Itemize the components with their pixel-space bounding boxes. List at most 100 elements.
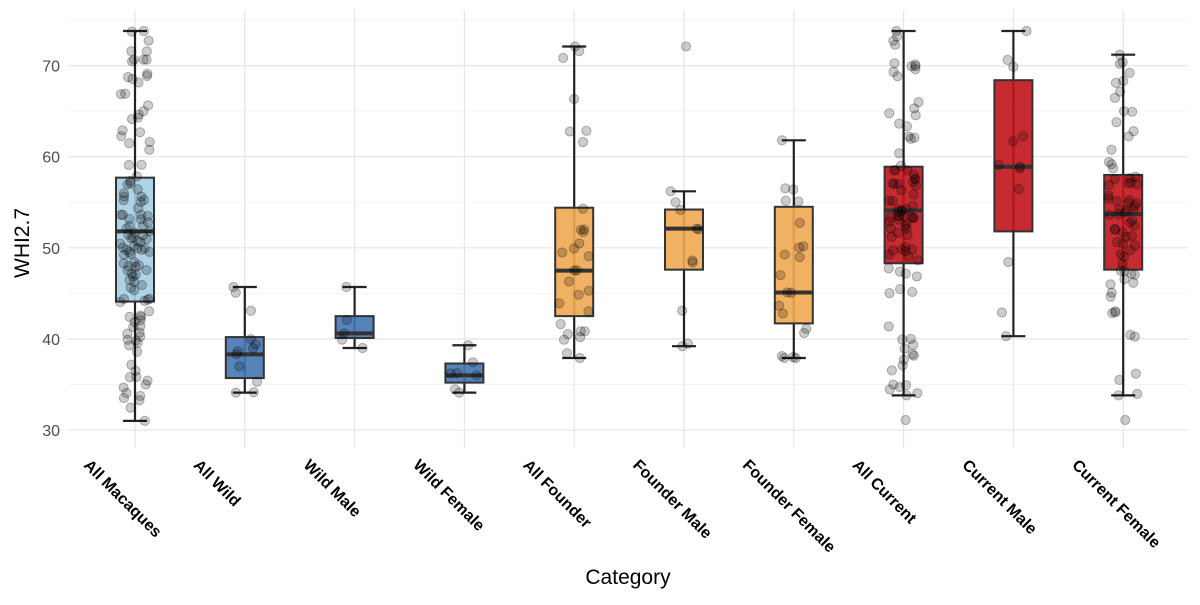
data-point — [116, 131, 127, 142]
data-point — [912, 388, 923, 399]
data-point — [665, 186, 676, 197]
data-point — [1117, 258, 1128, 269]
data-point — [141, 264, 152, 276]
data-point — [583, 306, 594, 317]
data-point — [471, 370, 482, 381]
data-point — [139, 415, 150, 426]
data-point — [126, 46, 137, 57]
data-point — [886, 231, 897, 242]
box-group — [115, 29, 155, 422]
x-tick-label: Current Male — [959, 457, 1040, 538]
data-point — [136, 159, 147, 170]
y-tick-label: 70 — [42, 59, 60, 76]
data-point — [687, 255, 698, 266]
data-point — [893, 118, 905, 129]
data-point — [126, 359, 137, 370]
data-point — [117, 209, 128, 220]
data-point — [801, 323, 812, 334]
data-point — [890, 39, 901, 50]
data-point — [138, 54, 149, 65]
data-point — [900, 241, 911, 253]
data-point — [339, 328, 350, 339]
y-axis-ticks: 30 40 50 60 70 — [42, 59, 60, 440]
data-point — [142, 210, 153, 222]
data-point — [1122, 197, 1134, 208]
data-point — [1111, 195, 1122, 207]
data-point — [896, 205, 907, 216]
data-point — [122, 265, 133, 276]
data-point — [557, 247, 568, 258]
data-point — [777, 308, 788, 319]
data-point — [896, 244, 908, 255]
data-point — [1013, 184, 1024, 195]
box-group — [444, 344, 485, 394]
y-tick-label: 40 — [42, 332, 60, 349]
data-point — [893, 214, 904, 225]
data-point — [687, 257, 698, 268]
data-point — [144, 246, 155, 258]
data-point — [127, 232, 139, 243]
data-point — [230, 287, 241, 298]
box-group — [883, 29, 924, 397]
data-point — [118, 249, 130, 260]
data-point — [908, 339, 919, 350]
data-point — [1119, 265, 1130, 277]
data-point — [131, 371, 142, 383]
data-point — [782, 287, 793, 298]
data-point — [341, 281, 352, 293]
data-point — [135, 196, 146, 208]
box-iqr — [554, 206, 595, 318]
data-point — [131, 171, 142, 182]
data-point — [144, 136, 155, 148]
data-point — [900, 220, 911, 231]
data-point — [892, 227, 903, 238]
data-point — [887, 178, 898, 189]
data-point — [125, 233, 137, 244]
data-point — [900, 246, 911, 257]
data-point — [575, 326, 586, 337]
box-group — [334, 285, 375, 350]
data-point — [115, 296, 126, 308]
data-point — [117, 242, 129, 253]
data-point — [1001, 331, 1012, 342]
x-tick-label: All Current — [849, 457, 920, 528]
x-tick-label: All Founder — [519, 457, 594, 532]
data-point — [1105, 279, 1116, 290]
data-point — [133, 109, 144, 120]
data-point — [577, 137, 589, 148]
x-tick-label: Wild Male — [300, 457, 364, 521]
data-point — [774, 300, 785, 311]
data-point — [1109, 174, 1120, 185]
box-iqr — [224, 336, 265, 380]
data-point — [142, 294, 154, 305]
data-point — [128, 54, 140, 65]
data-point — [888, 379, 899, 390]
x-tick-label: Wild Female — [410, 457, 488, 535]
data-point — [1104, 209, 1115, 220]
data-point — [135, 331, 146, 342]
data-point — [786, 287, 797, 298]
data-point — [1109, 223, 1121, 235]
data-point — [776, 135, 788, 146]
data-point — [144, 226, 156, 237]
data-point — [693, 224, 704, 235]
data-point — [1114, 204, 1125, 215]
data-point — [136, 244, 147, 255]
data-point — [892, 204, 904, 215]
data-point — [121, 223, 132, 234]
box-group — [664, 190, 704, 348]
data-point — [910, 180, 922, 191]
x-tick-label: Founder Female — [739, 457, 838, 556]
outlier-point — [1120, 414, 1131, 426]
data-point — [1123, 178, 1134, 189]
data-point — [118, 191, 130, 202]
data-point — [137, 230, 149, 241]
data-point — [128, 321, 139, 333]
data-point — [883, 321, 894, 332]
data-point — [124, 246, 135, 258]
data-point — [138, 25, 149, 37]
data-point — [993, 159, 1004, 171]
data-point — [133, 260, 144, 271]
data-point — [124, 220, 135, 232]
